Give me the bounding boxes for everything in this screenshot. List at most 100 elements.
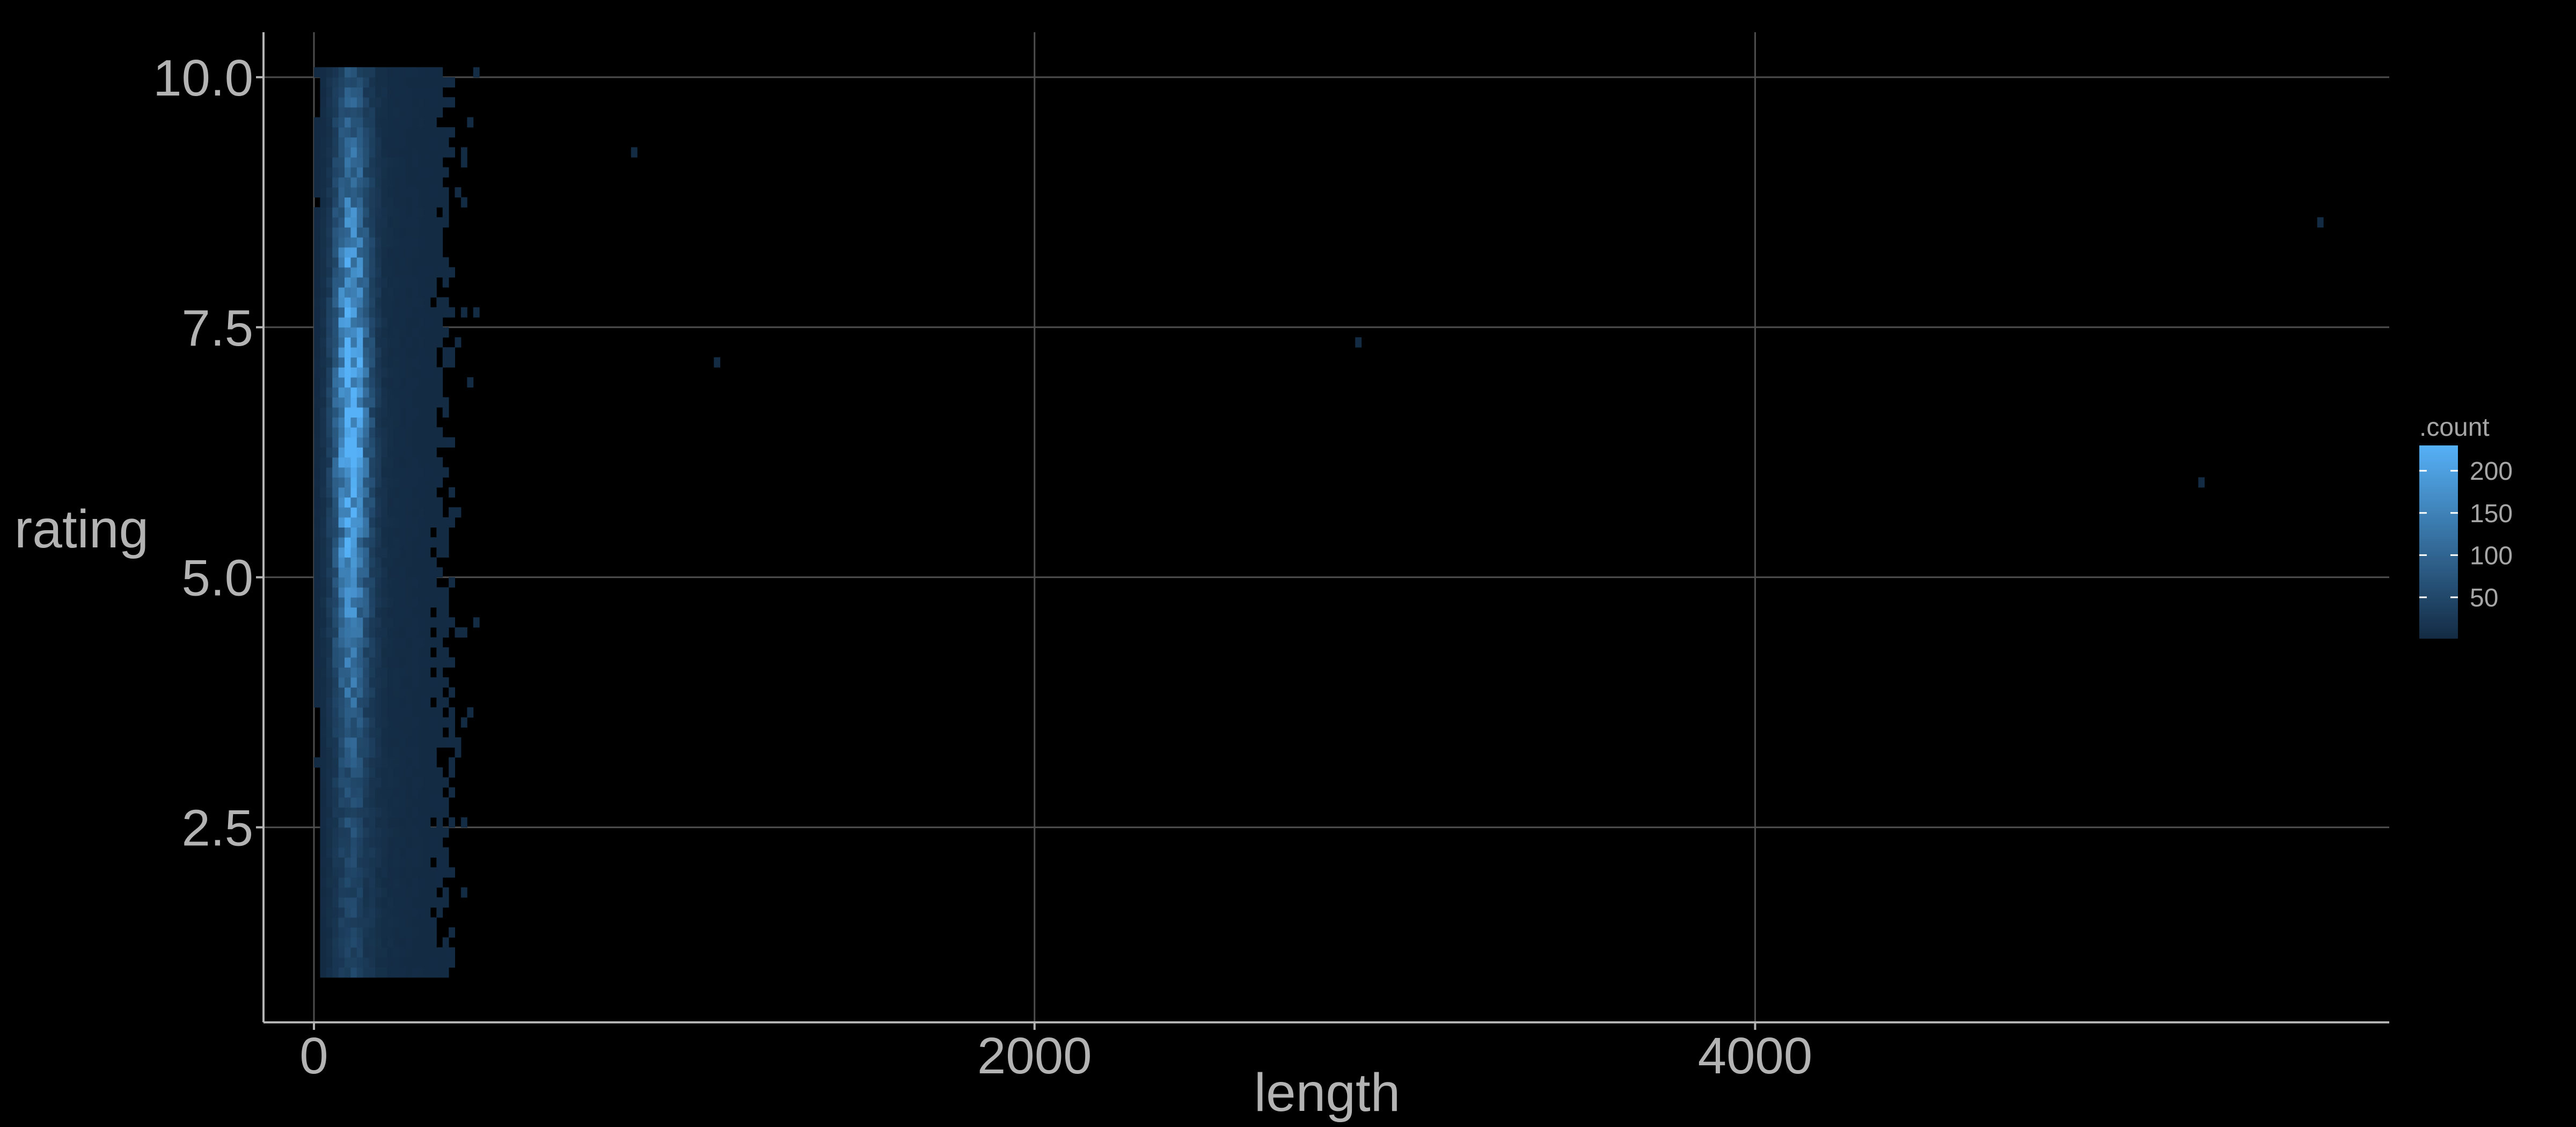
heatmap-tile [381,267,388,278]
heatmap-tile [369,907,376,918]
legend-label: 50 [2470,584,2498,612]
heatmap-tile [326,317,333,328]
heatmap-tile [430,197,437,208]
heatmap-tile [387,707,394,718]
heatmap-tile [326,817,333,828]
heatmap-tile [332,727,339,738]
heatmap-tile [338,527,345,538]
heatmap-tile [381,737,388,748]
heatmap-tile [424,87,431,98]
y-axis-tick-labels: 2.55.07.510.0 [153,49,253,857]
heatmap-tile [424,157,431,168]
heatmap-tile [320,487,327,498]
heatmap-tile [406,157,413,168]
heatmap-tile [326,537,333,548]
heatmap-tile [418,107,425,118]
heatmap-tile [326,467,333,478]
heatmap-tile [363,837,370,848]
heatmap-tile [442,657,449,668]
heatmap-tile [430,617,437,628]
heatmap-tile [332,77,339,87]
heatmap-tile [387,837,394,848]
heatmap-tile [326,297,333,308]
heatmap-tile [449,687,455,698]
heatmap-tile [436,687,443,698]
heatmap-tile [363,407,370,418]
heatmap-tile [332,217,339,228]
heatmap-tile [356,287,363,298]
heatmap-tile [332,597,339,608]
heatmap-tile [369,817,376,828]
heatmap-tile [345,707,351,718]
heatmap-tile [320,327,327,338]
heatmap-tile [332,937,339,948]
heatmap-tile [442,597,449,608]
heatmap-tile [436,867,443,878]
heatmap-tile [387,727,394,738]
heatmap-tile [442,617,449,628]
heatmap-tile [375,767,382,778]
heatmap-tile [430,757,437,768]
heatmap-tile [332,347,339,358]
heatmap-tile [369,707,376,718]
heatmap-tile [369,117,376,128]
heatmap-tile [387,267,394,278]
heatmap-tile [356,757,363,768]
heatmap-tile [369,307,376,318]
heatmap-tile [387,587,394,598]
heatmap-tile [369,127,376,138]
heatmap-tile [363,327,370,338]
heatmap-tile [399,717,406,728]
heatmap-tile [442,807,449,818]
heatmap-tile [326,707,333,718]
heatmap-tile [375,277,382,288]
heatmap-tile [345,487,351,498]
heatmap-tile [430,277,437,288]
heatmap-tile [350,497,357,508]
heatmap-tile [418,187,425,197]
heatmap-tile [430,387,437,398]
heatmap-tile [356,837,363,848]
heatmap-tile [326,477,333,488]
heatmap-tile [393,507,400,518]
heatmap-tile [387,557,394,568]
heatmap-tile [449,657,455,668]
heatmap-tile [313,387,320,398]
heatmap-tile [406,907,413,918]
heatmap-tile [399,157,406,168]
heatmap-tile [320,147,327,158]
heatmap-tile [436,657,443,668]
heatmap-tile [369,517,376,528]
heatmap-tile [424,187,431,197]
heatmap-tile [436,107,443,118]
heatmap-tile [381,557,388,568]
heatmap-tile [356,557,363,568]
heatmap-tile [381,377,388,388]
heatmap-tile [350,487,357,498]
heatmap-tile [332,697,339,708]
heatmap-tile [338,707,345,718]
heatmap-tile [424,677,431,688]
heatmap-tile [381,297,388,308]
heatmap-tile [375,817,382,828]
heatmap-tile [393,697,400,708]
heatmap-tile [326,177,333,188]
heatmap-tile [430,877,437,888]
heatmap-tile [332,327,339,338]
heatmap-tile [436,457,443,468]
heatmap-tile [338,277,345,288]
heatmap-tile [399,737,406,748]
heatmap-tile [363,367,370,378]
heatmap-tile [375,87,382,98]
heatmap-tile [418,397,425,408]
heatmap-tile [369,247,376,258]
heatmap-tile [393,577,400,588]
heatmap-tile [430,107,437,118]
heatmap-tile [369,107,376,118]
heatmap-tile [442,187,449,197]
heatmap-tile [430,737,437,748]
heatmap-tile [412,437,419,448]
heatmap-tile [442,887,449,898]
heatmap-tile [332,927,339,938]
heatmap-tile [424,887,431,898]
